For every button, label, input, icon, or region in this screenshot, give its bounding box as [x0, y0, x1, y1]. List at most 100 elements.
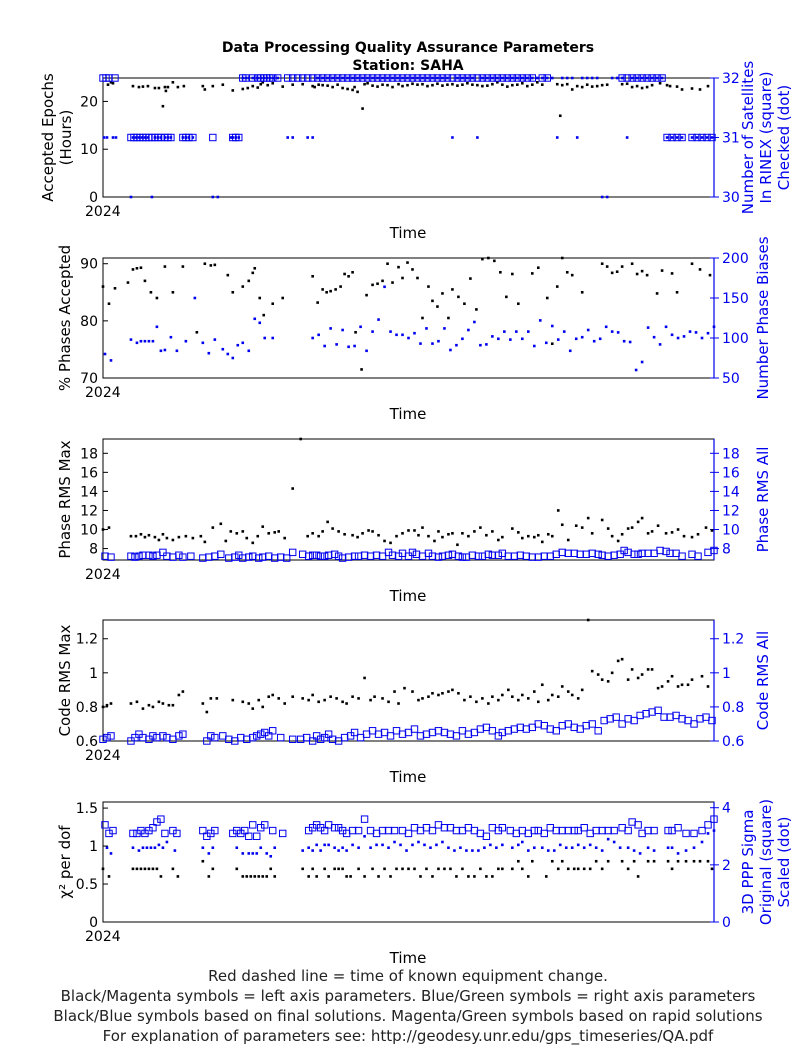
dot-marker — [441, 691, 444, 695]
dot-marker — [598, 337, 602, 341]
dot-marker — [463, 302, 466, 306]
dot-marker — [377, 533, 380, 537]
square-marker — [564, 549, 572, 558]
square-marker — [398, 74, 407, 82]
square-marker — [153, 733, 161, 742]
dot-marker — [191, 536, 195, 540]
dot-marker — [176, 875, 180, 878]
dot-marker — [357, 697, 360, 700]
square-marker — [538, 74, 546, 82]
dot-marker — [640, 673, 644, 676]
dot-marker — [111, 81, 115, 85]
square-marker — [616, 550, 624, 558]
square-marker — [498, 74, 507, 82]
dot-marker — [712, 325, 716, 329]
square-marker — [672, 549, 680, 558]
square-marker — [504, 552, 513, 560]
dot-marker — [326, 520, 329, 524]
dot-marker — [665, 83, 669, 87]
square-marker — [516, 723, 525, 732]
dot-marker — [585, 76, 589, 80]
square-marker — [404, 552, 413, 560]
dot-marker — [257, 875, 261, 878]
dot-marker — [466, 81, 469, 85]
dot-marker — [241, 87, 245, 91]
dot-marker — [451, 136, 454, 139]
dot-marker — [580, 290, 584, 294]
dot-marker — [560, 685, 564, 688]
square-marker — [624, 548, 632, 557]
dot-marker — [253, 317, 257, 321]
dot-marker — [261, 525, 265, 528]
square-marker — [570, 826, 578, 835]
dot-marker — [666, 680, 670, 683]
square-marker — [513, 74, 522, 82]
dot-marker — [377, 875, 380, 878]
dot-marker — [157, 538, 161, 542]
left-tick-label: 0.6 — [76, 734, 98, 750]
dot-marker — [461, 83, 464, 86]
dot-marker — [616, 659, 620, 663]
dot-marker — [105, 846, 109, 850]
square-marker — [169, 553, 177, 561]
square-marker — [434, 727, 443, 735]
dot-marker — [126, 281, 130, 284]
dot-marker — [251, 541, 255, 545]
dot-marker — [425, 327, 428, 330]
dot-marker — [161, 532, 165, 536]
dot-marker — [273, 846, 277, 850]
dot-marker — [564, 846, 568, 850]
dot-marker — [511, 867, 514, 871]
dot-marker — [451, 288, 454, 291]
dot-marker — [625, 136, 629, 139]
dot-marker — [165, 536, 169, 540]
dot-marker — [176, 85, 180, 89]
dot-marker — [556, 509, 560, 512]
dot-marker — [708, 273, 712, 277]
dot-marker — [560, 523, 564, 527]
dot-marker — [655, 76, 659, 80]
dot-marker — [586, 618, 590, 622]
dot-marker — [594, 859, 598, 863]
dot-marker — [143, 339, 147, 343]
right-tick-label: 100 — [722, 331, 749, 347]
dot-marker — [316, 301, 319, 304]
square-marker — [586, 829, 594, 838]
dot-marker — [446, 83, 449, 86]
dot-marker — [273, 875, 277, 878]
dot-marker — [201, 846, 205, 850]
square-marker — [157, 815, 165, 823]
dot-marker — [371, 867, 374, 871]
left-tick-label: 20 — [80, 94, 98, 110]
square-marker — [708, 133, 716, 142]
dot-marker — [568, 349, 572, 353]
dot-marker — [461, 76, 464, 80]
dot-marker — [347, 345, 350, 349]
dot-marker — [331, 76, 334, 80]
square-marker — [643, 74, 651, 82]
dot-marker — [574, 337, 578, 341]
dot-marker — [560, 76, 564, 80]
dot-marker — [151, 867, 155, 871]
dot-marker — [147, 867, 151, 871]
panel-5: 0 0.5 1 1.5 0 2 4 2024 Time χ² per dof 3D PPP Sigm… — [56, 799, 793, 967]
dot-marker — [501, 867, 504, 871]
dot-marker — [656, 524, 660, 528]
dot-marker — [241, 76, 245, 80]
square-marker — [470, 826, 479, 835]
dot-marker — [684, 849, 688, 852]
dot-marker — [201, 341, 205, 345]
square-marker — [159, 548, 167, 557]
dot-marker — [329, 695, 332, 698]
square-marker — [380, 728, 389, 737]
dot-marker — [527, 697, 530, 700]
dot-marker — [107, 526, 111, 529]
dot-marker — [521, 840, 524, 844]
square-marker — [564, 720, 572, 728]
dot-marker — [710, 529, 714, 532]
dot-marker — [101, 528, 105, 531]
dot-marker — [706, 331, 710, 335]
dot-marker — [131, 84, 135, 88]
dot-marker — [371, 530, 374, 533]
